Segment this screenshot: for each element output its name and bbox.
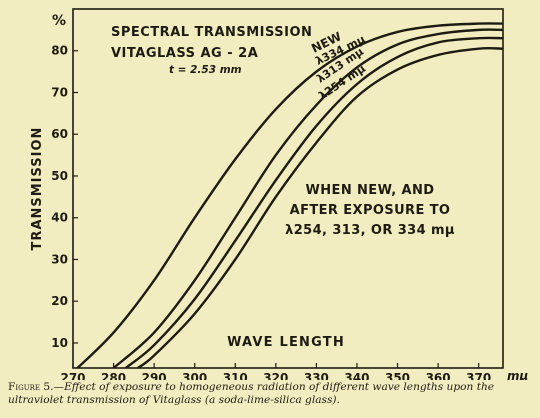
y-tick-label: 30 bbox=[51, 252, 68, 266]
series-line-1 bbox=[75, 22, 503, 368]
x-tick-label: 290 bbox=[142, 371, 167, 380]
annotation-line: WHEN NEW, AND bbox=[306, 183, 435, 198]
annotation-line: AFTER EXPOSURE TO bbox=[290, 203, 451, 218]
x-tick-label: 300 bbox=[182, 371, 207, 380]
y-tick-label: 40 bbox=[51, 211, 68, 225]
figure-caption: Figure 5.—Effect of exposure to homogene… bbox=[8, 381, 534, 407]
x-tick-label: 280 bbox=[101, 371, 126, 380]
caption-lead: Figure 5. bbox=[8, 381, 54, 393]
x-tick-label: 360 bbox=[426, 371, 451, 380]
y-tick-label: 10 bbox=[51, 336, 68, 350]
x-tick-label: 270 bbox=[60, 371, 85, 380]
y-unit-label: % bbox=[52, 13, 66, 29]
x-axis-title: WAVE LENGTH bbox=[227, 335, 345, 350]
x-tick-label: 320 bbox=[263, 371, 288, 380]
x-tick-label: 340 bbox=[344, 371, 369, 380]
x-tick-label: 330 bbox=[304, 371, 329, 380]
x-tick-label: 370 bbox=[466, 371, 491, 380]
x-unit-label: mμ bbox=[507, 369, 529, 380]
series-line-2 bbox=[112, 28, 503, 368]
chart-title: SPECTRAL TRANSMISSION bbox=[111, 25, 312, 40]
series-line-4 bbox=[137, 46, 503, 368]
series-line-3 bbox=[124, 36, 503, 368]
y-tick-label: 60 bbox=[51, 127, 68, 141]
y-axis-title: TRANSMISSION bbox=[30, 127, 45, 251]
x-tick-label: 350 bbox=[385, 371, 410, 380]
y-tick-label: 20 bbox=[51, 294, 68, 308]
x-tick-label: 310 bbox=[223, 371, 248, 380]
y-tick-label: 50 bbox=[51, 169, 68, 183]
annotation-line: λ254, 313, OR 334 mμ bbox=[285, 223, 455, 238]
chart-svg: 270 280 290 300 310 320 330 340 350 360 370 mμ 10 20 3… bbox=[30, 8, 529, 380]
plot-border bbox=[72, 8, 504, 369]
chart-subtitle: VITAGLASS AG - 2A bbox=[111, 46, 258, 61]
thickness-note: t = 2.53 mm bbox=[169, 64, 242, 76]
y-tick-label: 70 bbox=[51, 85, 68, 99]
caption-text: —Effect of exposure to homogeneous radia… bbox=[8, 381, 495, 406]
y-tick-label: 80 bbox=[51, 44, 68, 58]
